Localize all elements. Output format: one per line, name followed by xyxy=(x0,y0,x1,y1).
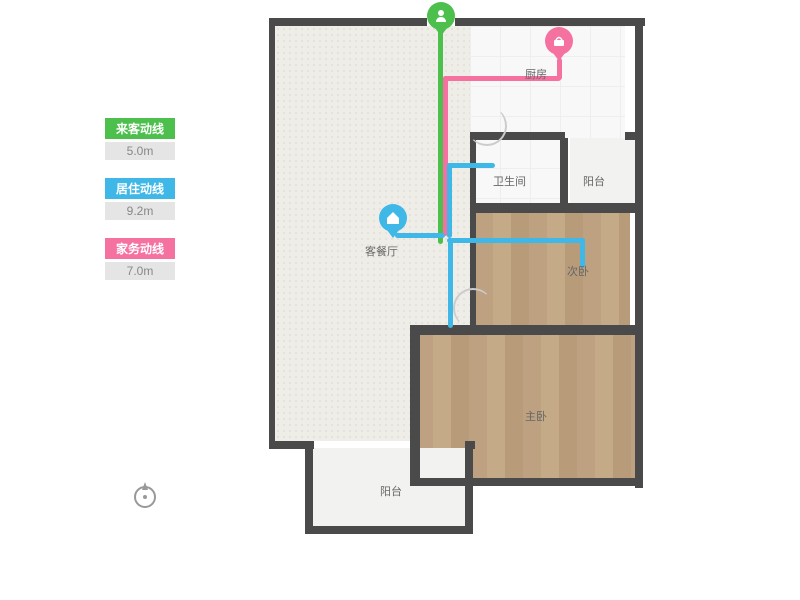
chore-pin xyxy=(545,27,573,63)
path-living xyxy=(448,238,453,328)
wall-segment xyxy=(470,138,476,248)
living-pin xyxy=(379,204,407,240)
home-icon xyxy=(379,204,407,232)
path-living xyxy=(447,163,452,238)
legend-label: 居住动线 xyxy=(105,178,175,199)
legend-item-chore: 家务动线 7.0m xyxy=(105,238,175,280)
legend-value: 5.0m xyxy=(105,142,175,160)
wall-segment xyxy=(305,441,313,531)
room-label-balcony-top: 阳台 xyxy=(583,173,605,189)
wall-segment xyxy=(635,18,643,488)
room-bedroom2 xyxy=(475,213,630,328)
room-label-bedroom2: 次卧 xyxy=(567,263,589,279)
room-label-kitchen: 厨房 xyxy=(525,66,547,82)
room-label-bedroom1: 主卧 xyxy=(525,408,547,424)
wall-segment xyxy=(410,325,640,335)
wall-segment xyxy=(305,526,473,534)
wall-segment xyxy=(560,138,568,208)
compass-icon xyxy=(130,480,160,510)
legend-item-living: 居住动线 9.2m xyxy=(105,178,175,220)
person-icon xyxy=(427,2,455,30)
wall-segment xyxy=(410,325,420,485)
path-living xyxy=(447,238,585,243)
path-living xyxy=(447,163,495,168)
wall-segment xyxy=(465,441,475,449)
wall-segment xyxy=(410,478,640,486)
room-label-living-dining: 客餐厅 xyxy=(365,243,398,259)
legend-value: 7.0m xyxy=(105,262,175,280)
wall-segment xyxy=(625,132,643,140)
wall-segment xyxy=(269,18,275,448)
legend: 来客动线 5.0m 居住动线 9.2m 家务动线 7.0m xyxy=(105,118,175,280)
legend-label: 来客动线 xyxy=(105,118,175,139)
floor-plan: 厨房客餐厅卫生间阳台次卧主卧阳台 xyxy=(275,18,735,588)
guest-pin xyxy=(427,2,455,38)
wall-segment xyxy=(465,441,473,531)
legend-item-guest: 来客动线 5.0m xyxy=(105,118,175,160)
wall-segment xyxy=(455,18,645,26)
wall-segment xyxy=(470,203,640,213)
room-label-bathroom: 卫生间 xyxy=(493,173,526,189)
legend-label: 家务动线 xyxy=(105,238,175,259)
legend-value: 9.2m xyxy=(105,202,175,220)
wall-segment xyxy=(269,18,427,26)
room-label-balcony-bottom: 阳台 xyxy=(380,483,402,499)
pot-icon xyxy=(545,27,573,55)
